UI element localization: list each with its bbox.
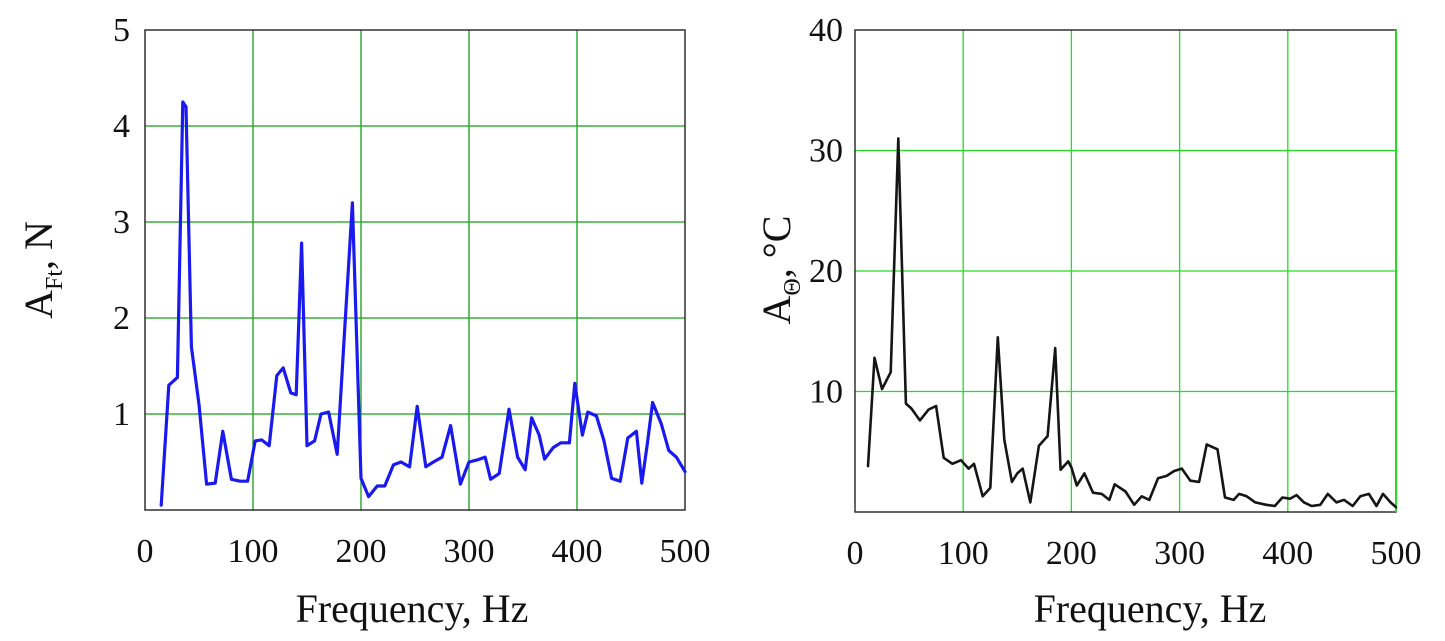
series-line — [159, 100, 687, 507]
y-axis-label: AΘ, °C — [754, 216, 806, 325]
x-axis-label: Frequency, Hz — [1034, 586, 1267, 631]
x-tick-label: 200 — [336, 533, 387, 570]
y-tick-label: 20 — [809, 253, 843, 290]
chart-2: 0 100 200 300 400 500 10 20 30 40 Frequency, Hz AΘ,… — [754, 12, 1422, 631]
y-tick-label: 30 — [809, 133, 843, 170]
y-axis-label: AFt, N — [16, 221, 68, 319]
y-tick-label: 40 — [809, 12, 843, 49]
x-tick-label: 100 — [938, 535, 989, 572]
series-line — [866, 137, 1398, 509]
y-tick-label: 5 — [113, 12, 130, 49]
x-tick-label: 0 — [847, 535, 864, 572]
x-tick-label: 300 — [444, 533, 495, 570]
x-axis-label: Frequency, Hz — [296, 586, 529, 631]
plot-frame — [144, 29, 686, 511]
y-tick-label: 10 — [809, 374, 843, 411]
y-tick-label: 4 — [113, 108, 130, 145]
x-tick-label: 200 — [1046, 535, 1097, 572]
x-tick-label: 500 — [660, 533, 711, 570]
x-tick-label: 100 — [228, 533, 279, 570]
chart-1: 0 100 200 300 400 500 1 2 3 4 5 Frequency, Hz AFt, N — [16, 12, 711, 631]
x-tick-label: 400 — [1262, 535, 1313, 572]
x-tick-label: 0 — [137, 533, 154, 570]
x-tick-label: 400 — [552, 533, 603, 570]
y-tick-label: 2 — [113, 300, 130, 337]
x-tick-label: 500 — [1371, 535, 1422, 572]
y-tick-label: 3 — [113, 204, 130, 241]
x-tick-label: 300 — [1154, 535, 1205, 572]
y-tick-label: 1 — [113, 396, 130, 433]
